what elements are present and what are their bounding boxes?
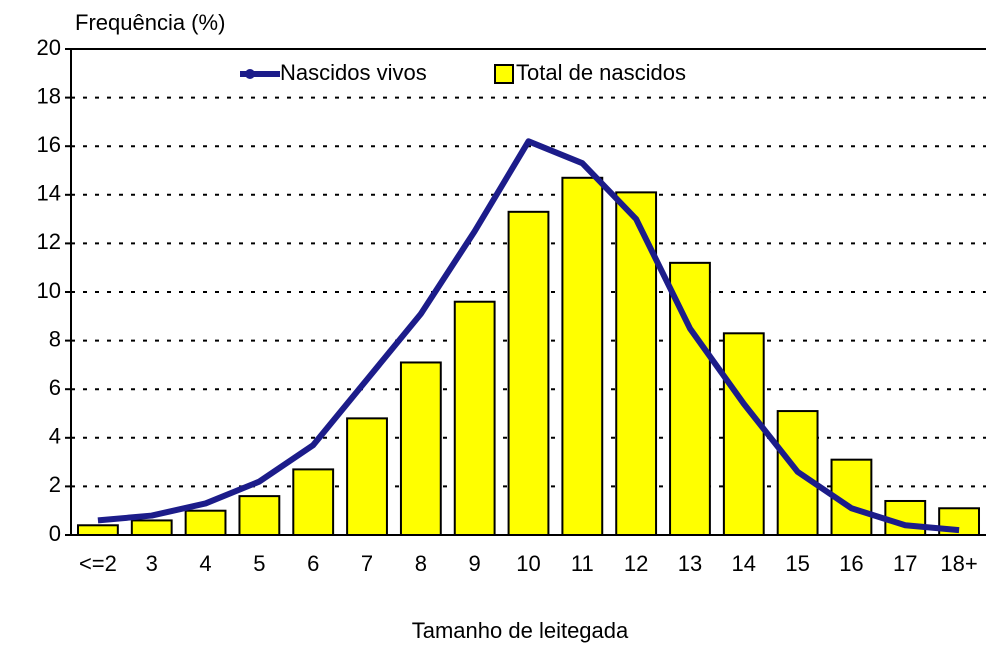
x-tick-label: 6 [307, 551, 319, 576]
x-tick-label: 11 [571, 551, 594, 576]
x-tick-label: 17 [893, 551, 917, 576]
bar [292, 468, 335, 537]
x-tick-label: 9 [469, 551, 481, 576]
y-tick-label: 12 [37, 229, 61, 254]
y-tick-label: 4 [49, 424, 61, 449]
y-tick-label: 20 [37, 35, 61, 60]
legend-label: Nascidos vivos [280, 60, 427, 85]
y-axis-title: Frequência (%) [75, 10, 225, 35]
bar [722, 332, 765, 536]
x-tick-label: 14 [732, 551, 756, 576]
x-tick-label: 16 [839, 551, 863, 576]
y-tick-label: 6 [49, 375, 61, 400]
x-tick-label: 12 [624, 551, 648, 576]
x-tick-label: 13 [678, 551, 702, 576]
y-tick-label: 8 [49, 326, 61, 351]
legend-swatch [494, 64, 514, 84]
x-tick-label: <=2 [79, 551, 117, 576]
legend-marker [245, 69, 255, 79]
x-axis-title: Tamanho de leitegada [412, 618, 629, 643]
bar [130, 519, 173, 536]
line [97, 138, 960, 534]
legend-label: Total de nascidos [516, 60, 686, 85]
x-tick-label: 4 [199, 551, 211, 576]
bar [507, 210, 550, 536]
x-tick-label: 3 [146, 551, 158, 576]
bar [561, 176, 604, 536]
x-tick-label: 8 [415, 551, 427, 576]
y-tick-label: 18 [37, 83, 61, 108]
y-tick-label: 14 [37, 181, 61, 206]
x-tick-label: 15 [785, 551, 809, 576]
y-tick-label: 2 [49, 472, 61, 497]
bar [76, 524, 119, 537]
x-tick-label: 7 [361, 551, 373, 576]
bar [346, 417, 388, 536]
bar [453, 300, 496, 536]
bar [399, 361, 442, 536]
bar [184, 509, 227, 537]
x-tick-label: 10 [516, 551, 540, 576]
y-tick-label: 10 [37, 278, 61, 303]
bar [238, 495, 281, 536]
y-tick-label: 0 [49, 521, 61, 546]
x-tick-label: 5 [253, 551, 265, 576]
y-tick-label: 16 [37, 132, 61, 157]
bar [615, 191, 658, 536]
x-tick-label: 18+ [940, 551, 977, 576]
